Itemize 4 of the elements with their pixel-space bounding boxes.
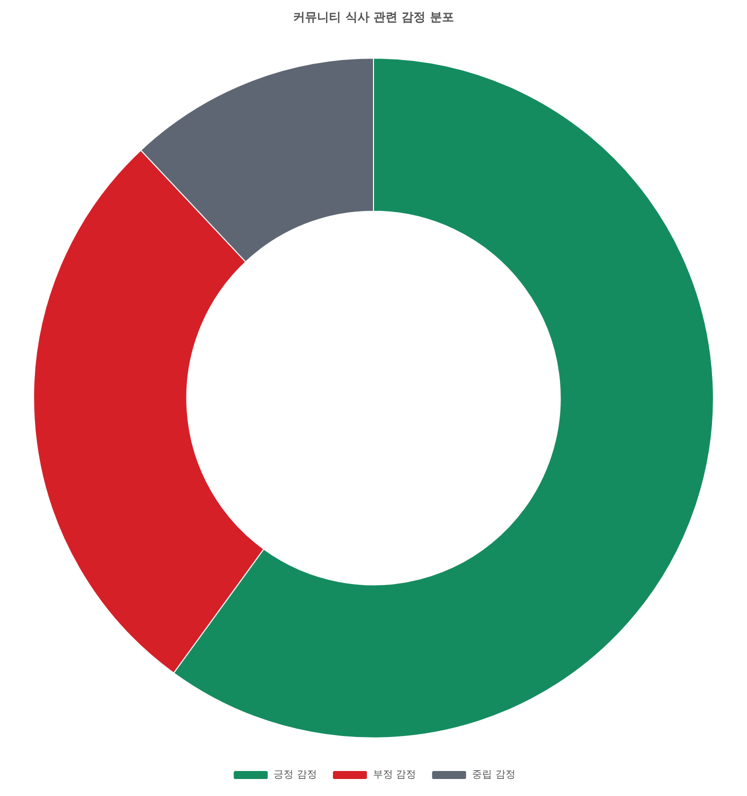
chart-title: 커뮤니티 식사 관련 감정 분포 (293, 10, 454, 24)
legend-label: 긍정 감정 (274, 770, 317, 780)
legend-label: 중립 감정 (472, 770, 516, 780)
legend-label: 부정 감정 (372, 770, 416, 780)
